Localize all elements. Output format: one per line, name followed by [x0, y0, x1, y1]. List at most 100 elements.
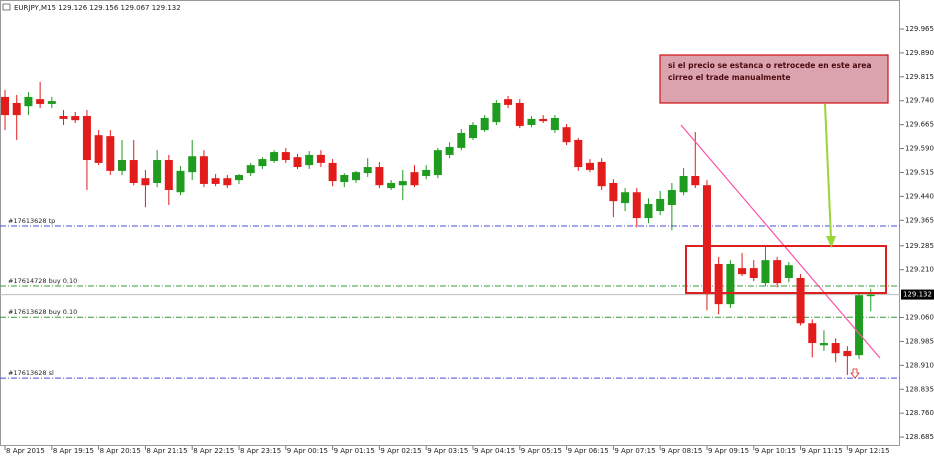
- x-tick-label: 9 Apr 08:15: [661, 447, 702, 455]
- candle-body: [515, 102, 524, 126]
- candle-body: [714, 263, 723, 305]
- candle-body: [632, 192, 641, 219]
- x-tick-label: 8 Apr 2015: [6, 447, 45, 455]
- x-tick-label: 8 Apr 20:15: [100, 447, 141, 455]
- candle-body: [258, 159, 267, 167]
- candle-body: [211, 178, 220, 184]
- candle-body: [457, 132, 466, 148]
- zone-box: [685, 245, 887, 294]
- candle-body: [387, 182, 396, 189]
- x-tick-label: 9 Apr 03:15: [427, 447, 468, 455]
- x-tick-label: 9 Apr 05:15: [521, 447, 562, 455]
- y-tick-label: 129.815: [905, 73, 934, 81]
- candle-body: [328, 162, 337, 182]
- candle-body: [562, 127, 571, 143]
- candle-body: [129, 160, 138, 183]
- candle-body: [702, 185, 711, 293]
- order-level-label: #17614728 buy 0.10: [8, 277, 77, 285]
- candle-body: [24, 96, 33, 107]
- candle-body: [796, 277, 805, 324]
- candle-body: [235, 175, 244, 181]
- x-tick-label: 9 Apr 06:15: [568, 447, 609, 455]
- y-tick-label: 128.910: [905, 361, 934, 369]
- candle-body: [784, 265, 793, 278]
- candle-body: [199, 156, 208, 184]
- arrow-line: [824, 103, 832, 239]
- x-tick-label: 9 Apr 10:15: [755, 447, 796, 455]
- x-tick-label: 9 Apr 00:15: [287, 447, 328, 455]
- y-tick-label: 129.440: [905, 192, 934, 200]
- candle-body: [550, 117, 559, 131]
- candle-body: [773, 260, 782, 284]
- x-tick-label: 9 Apr 01:15: [334, 447, 375, 455]
- candle-body: [585, 162, 594, 170]
- candle-body: [609, 182, 618, 202]
- candle-body: [691, 175, 700, 186]
- candle-body: [36, 99, 45, 104]
- annotation-text: cirreo el trade manualmente: [668, 73, 791, 82]
- candle-body: [82, 116, 91, 161]
- candle-body: [749, 268, 758, 278]
- x-tick-label: 8 Apr 22:15: [193, 447, 234, 455]
- candle-body: [47, 101, 56, 104]
- y-tick-label: 128.685: [905, 433, 934, 441]
- x-tick-label: 9 Apr 07:15: [614, 447, 655, 455]
- y-tick-label: 129.740: [905, 97, 934, 105]
- y-tick-label: 129.965: [905, 25, 934, 33]
- candle-body: [504, 99, 513, 105]
- candle-body: [855, 295, 864, 356]
- candle-body: [433, 150, 442, 176]
- candle-body: [223, 178, 232, 186]
- annotation-box: [659, 54, 889, 104]
- candle-body: [351, 172, 360, 181]
- candle-body: [445, 146, 454, 155]
- candle-body: [679, 175, 688, 193]
- candle-body: [94, 135, 103, 163]
- candle-body: [293, 157, 302, 168]
- annotation-text: si el precio se estanca o retrocede en e…: [668, 61, 872, 70]
- candle-body: [106, 136, 115, 171]
- x-tick-label: 9 Apr 02:15: [380, 447, 421, 455]
- y-tick-label: 129.365: [905, 216, 934, 224]
- candle-body: [141, 178, 150, 186]
- candle-body: [667, 190, 676, 205]
- plot-frame: [0, 0, 900, 446]
- candle-body: [866, 294, 875, 297]
- plot-layer: 129.965 129.890 129.815 129.740 129.665 129.5…: [0, 25, 934, 455]
- candle-body: [597, 161, 606, 187]
- candle-body: [398, 181, 407, 186]
- candle-body: [808, 323, 817, 344]
- candle-body: [340, 175, 349, 183]
- candle-body: [188, 156, 197, 173]
- candle-body: [621, 192, 630, 204]
- candle-body: [644, 204, 653, 219]
- x-tick-label: 8 Apr 21:15: [146, 447, 187, 455]
- y-tick-label: 129.285: [905, 242, 934, 250]
- candle-body: [843, 350, 852, 357]
- candle-body: [468, 124, 477, 139]
- x-tick-label: 9 Apr 12:15: [848, 447, 889, 455]
- candle-body: [176, 170, 185, 193]
- y-tick-label: 128.985: [905, 337, 934, 345]
- y-tick-label: 129.515: [905, 168, 934, 176]
- order-level-label: #17613628 buy 0.10: [8, 308, 77, 316]
- x-tick-label: 8 Apr 19:15: [53, 447, 94, 455]
- x-tick-label: 9 Apr 11:15: [802, 447, 843, 455]
- candle-body: [12, 102, 21, 116]
- candle-body: [1, 96, 10, 116]
- x-tick-label: 9 Apr 09:15: [708, 447, 749, 455]
- candle-body: [305, 154, 314, 166]
- candle-body: [270, 152, 279, 161]
- y-tick-label: 128.760: [905, 409, 934, 417]
- y-tick-label: 129.060: [905, 314, 934, 322]
- y-tick-label: 129.210: [905, 266, 934, 274]
- candle-body: [316, 154, 325, 163]
- candle-body: [738, 268, 747, 275]
- order-level-label: #17613628 tp: [8, 217, 55, 225]
- candle-body: [831, 343, 840, 354]
- candle-body: [819, 343, 828, 346]
- candle-body: [118, 160, 127, 171]
- candle-body: [71, 116, 80, 121]
- y-tick-label: 129.590: [905, 145, 934, 153]
- current-price-box: [901, 289, 934, 300]
